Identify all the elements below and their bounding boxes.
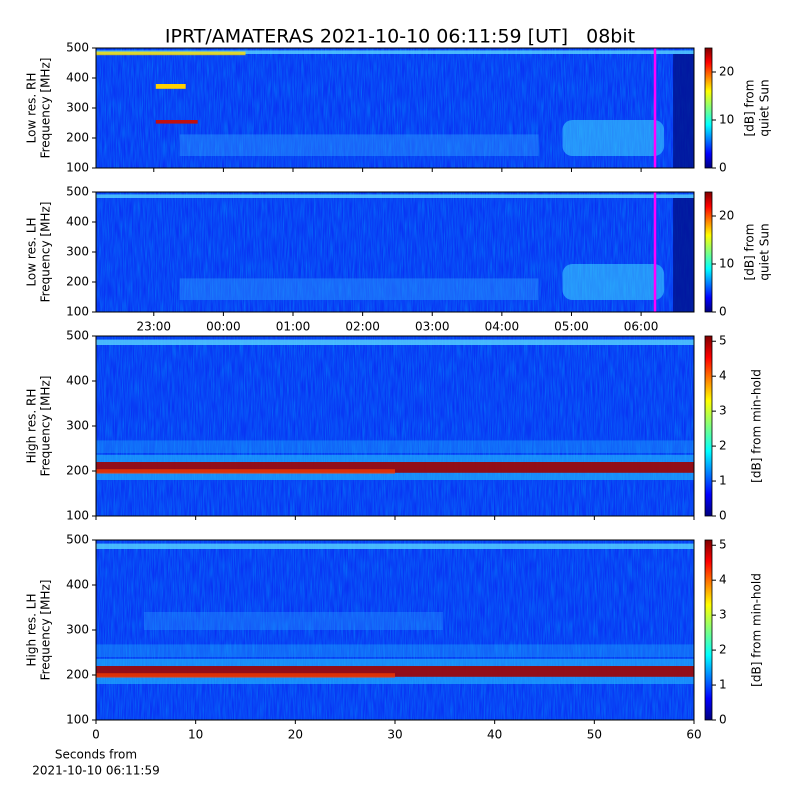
y-tick-label: 500 [66,41,89,55]
x-axis-label: 2021-10-10 06:11:59 [32,764,159,778]
y-tick-label: 400 [66,374,89,388]
y-tick-label: 500 [66,533,89,547]
colorbar-label: [dB] from min-hold [750,369,764,483]
y-axis-label: Frequency [MHz] [39,376,53,477]
colorbar-tick-label: 0 [719,713,727,727]
x-tick-label: 04:00 [485,320,520,334]
y-axis-label: Frequency [MHz] [39,58,53,159]
spectrogram-band [96,51,246,56]
x-tick-label: 30 [387,728,402,742]
x-tick-label: 06:00 [624,320,659,334]
spectrogram-burst [562,120,665,156]
colorbar-tick-label: 4 [719,369,727,383]
spectrogram-edge [673,198,694,312]
spectrogram-band [96,543,694,549]
x-tick-label: 03:00 [415,320,450,334]
colorbar-tick-label: 0 [719,305,727,319]
x-tick-label: 10 [188,728,203,742]
spectrogram-band [96,469,395,474]
spectrogram-band [96,673,395,678]
colorbar-label: [dB] from [743,224,757,281]
y-tick-label: 200 [66,668,89,682]
colorbar-tick-label: 0 [719,509,727,523]
colorbar-label: quiet Sun [758,79,772,136]
y-tick-label: 300 [66,419,89,433]
y-tick-label: 400 [66,71,89,85]
colorbar-label: [dB] from [743,80,757,137]
spectrogram-burst [155,120,198,124]
colorbar-tick-label: 10 [719,257,734,271]
colorbar-tick-label: 10 [719,113,734,127]
y-tick-label: 200 [66,275,89,289]
y-axis-label: Low res. LH [25,217,39,286]
spectrogram-burst [562,264,665,300]
y-axis-label: Frequency [MHz] [39,202,53,303]
x-tick-label: 40 [487,728,502,742]
colorbar-tick-label: 5 [719,334,727,348]
spectrogram-band [96,462,694,473]
spectrogram-band [96,339,694,345]
spectrogram-band [143,612,443,630]
y-tick-label: 400 [66,578,89,592]
colorbar-tick-label: 3 [719,404,727,418]
spectrogram-band [96,666,694,677]
y-tick-label: 300 [66,623,89,637]
y-tick-label: 500 [66,185,89,199]
y-axis-label: High res. LH [25,593,39,666]
colorbar [704,191,713,313]
y-tick-label: 100 [66,161,89,175]
spectrogram-edge [673,54,694,168]
y-axis-label: Low res. RH [25,73,39,144]
x-tick-label: 01:00 [276,320,311,334]
colorbar-tick-label: 3 [719,608,727,622]
colorbar [704,47,713,169]
colorbar-tick-label: 5 [719,538,727,552]
colorbar-label: quiet Sun [758,223,772,280]
y-tick-label: 400 [66,215,89,229]
colorbar [704,539,713,721]
spectrogram-band [96,50,694,54]
spectrogram-noise [96,540,694,720]
y-tick-label: 100 [66,305,89,319]
colorbar-label: [dB] from min-hold [750,573,764,687]
spectrogram-band [96,644,694,657]
colorbar-tick-label: 2 [719,439,727,453]
x-tick-label: 05:00 [554,320,589,334]
spectrogram-band [96,440,694,453]
figure-title: IPRT/AMATERAS 2021-10-10 06:11:59 [UT] 0… [165,26,635,48]
x-tick-label: 50 [587,728,602,742]
x-tick-label: 0 [92,728,100,742]
spectrogram-burst [155,84,186,89]
y-tick-label: 100 [66,713,89,727]
colorbar-tick-label: 20 [719,209,734,223]
x-axis-label: Seconds from [55,748,137,762]
y-axis-label: High res. RH [25,389,39,464]
y-tick-label: 200 [66,464,89,478]
spectrogram-noise [96,336,694,516]
y-tick-label: 300 [66,101,89,115]
spectrogram-burst [179,278,539,300]
x-tick-label: 02:00 [345,320,380,334]
y-tick-label: 100 [66,509,89,523]
colorbar-tick-label: 1 [719,474,727,488]
y-tick-label: 300 [66,245,89,259]
x-tick-label: 23:00 [136,320,171,334]
colorbar-tick-label: 0 [719,161,727,175]
x-tick-label: 00:00 [206,320,241,334]
colorbar [704,335,713,517]
spectrogram-band [96,194,694,198]
y-tick-label: 200 [66,131,89,145]
colorbar-tick-label: 2 [719,643,727,657]
spectrogram-burst [179,134,539,156]
y-tick-label: 500 [66,329,89,343]
colorbar-tick-label: 4 [719,573,727,587]
colorbar-tick-label: 1 [719,678,727,692]
x-tick-label: 20 [288,728,303,742]
colorbar-tick-label: 20 [719,65,734,79]
x-tick-label: 60 [686,728,701,742]
y-axis-label: Frequency [MHz] [39,580,53,681]
